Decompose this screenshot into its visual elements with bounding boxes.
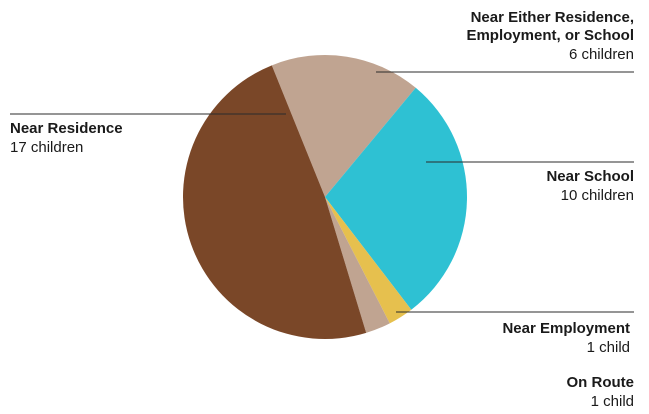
- pie-slice-near-either-residence-employment-or-school: [271, 55, 416, 198]
- slice-label-near-residence: Near Residence 17 children: [10, 120, 123, 156]
- pie-slices: [182, 55, 467, 340]
- slice-label-name: Near Employment: [502, 320, 630, 337]
- leader-lines: [10, 71, 634, 313]
- pie-slice-near-school: [325, 87, 467, 310]
- slice-label-name: Employment, or School: [466, 27, 634, 44]
- slice-label-count: 10 children: [561, 187, 634, 204]
- slice-label-name: Near School: [546, 168, 634, 185]
- slice-label-count: 1 child: [591, 393, 634, 410]
- slice-label-name: Near Either Residence,: [471, 9, 634, 26]
- slice-label-near-school: Near School 10 children: [546, 168, 634, 204]
- slice-label-count: 17 children: [10, 139, 83, 156]
- slice-label-near-either-residence-employment-or-school: Near Either Residence, Employment, or Sch…: [466, 9, 634, 63]
- pie-slice-near-residence: [182, 65, 367, 340]
- pie-slice-near-employment: [325, 197, 412, 324]
- pie-slice-on-route: [325, 197, 390, 333]
- slice-label-name: Near Residence: [10, 120, 123, 137]
- slice-label-count: 1 child: [587, 339, 630, 356]
- slice-label-count: 6 children: [569, 46, 634, 63]
- slice-label-near-employment: Near Employment 1 child: [502, 320, 630, 356]
- slice-label-on-route: On Route 1 child: [567, 374, 635, 410]
- slice-label-name: On Route: [567, 374, 635, 391]
- slice-labels: Near Either Residence, Employment, or Sch…: [10, 9, 634, 410]
